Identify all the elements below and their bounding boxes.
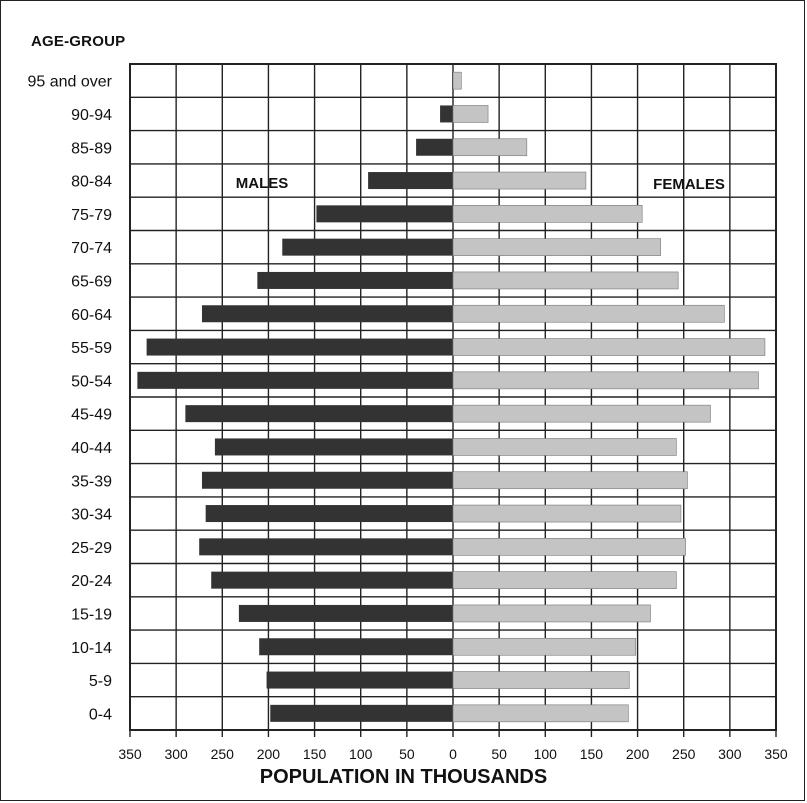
category-label: 15-19 [71,606,112,623]
bar-males [266,671,453,689]
bar-females [452,371,759,390]
bar-males [257,271,453,289]
bar-females [452,704,629,723]
category-label: 45-49 [71,407,112,424]
bar-females [452,171,587,190]
category-label: 95 and over [27,74,112,91]
category-label: 30-34 [71,507,112,524]
category-label: 75-79 [71,207,112,224]
series-label-males: MALES [236,175,289,192]
bar-females [452,471,688,490]
category-label: 40-44 [71,440,112,457]
category-label: 50-54 [71,373,112,390]
bar-males [185,405,453,423]
category-label: 20-24 [71,573,112,590]
bar-females [452,205,643,223]
bar-males [416,138,453,156]
category-label: 85-89 [71,140,112,157]
x-tick-label: 0 [449,746,457,762]
category-label: 0-4 [89,706,112,723]
x-tick-label: 200 [626,746,650,762]
bar-females [452,404,711,423]
bar-females [452,504,682,523]
bar-females [452,538,686,556]
category-label: 60-64 [71,307,112,324]
x-tick-labels: 350 300 250 200 150 100 50 0 50 100 150 200 250 300 35… [118,746,788,762]
bar-males [199,538,453,556]
bars [137,71,766,723]
grid-lines [129,63,777,737]
x-tick-label: 300 [718,746,742,762]
x-tick-label: 350 [764,746,788,762]
x-tick-label: 250 [211,746,235,762]
bar-females [452,71,462,90]
category-label: 70-74 [71,240,112,257]
category-label: 80-84 [71,174,112,191]
bar-males [440,105,453,123]
bar-males [238,604,453,622]
bar-males [259,638,453,656]
bar-females [452,637,637,656]
bar-males [201,305,453,323]
category-label: 25-29 [71,540,112,557]
bar-females [452,304,725,323]
bar-males [282,238,453,256]
bar-males [214,438,453,456]
bar-males [146,338,453,356]
x-tick-label: 100 [349,746,373,762]
category-label: 10-14 [71,640,112,657]
category-label: 90-94 [71,107,112,124]
bar-females [452,671,630,689]
bar-females [452,271,679,290]
category-labels: 95 and over 90-94 85-89 80-84 75-79 70-74 65-6… [27,74,112,724]
x-tick-label: 150 [303,746,327,762]
x-tick-label: 200 [257,746,281,762]
bar-females [452,438,677,456]
bar-females [452,238,661,256]
x-tick-label: 300 [164,746,188,762]
bar-males [201,471,453,489]
bar-males [211,571,453,589]
category-label: 55-59 [71,340,112,357]
category-label: 35-39 [71,473,112,490]
bar-males [137,371,453,389]
bar-females [452,138,528,157]
y-axis-title: AGE-GROUP [31,33,126,50]
bar-males [368,172,453,190]
x-tick-label: 350 [118,746,142,762]
category-label: 5-9 [89,673,112,690]
bar-females [452,338,766,356]
bar-females [452,571,677,589]
bar-females [452,105,489,123]
x-tick-label: 50 [399,746,415,762]
category-label: 65-69 [71,273,112,290]
x-tick-label: 250 [672,746,696,762]
bar-males [205,505,453,523]
bar-females [452,604,651,623]
bar-males [452,72,453,90]
x-tick-label: 100 [534,746,558,762]
x-tick-label: 50 [491,746,507,762]
x-axis-title: POPULATION IN THOUSANDS [259,766,548,788]
bar-males [270,704,453,722]
x-tick-label: 150 [580,746,604,762]
series-label-females: FEMALES [653,176,725,193]
bar-males [316,205,453,223]
